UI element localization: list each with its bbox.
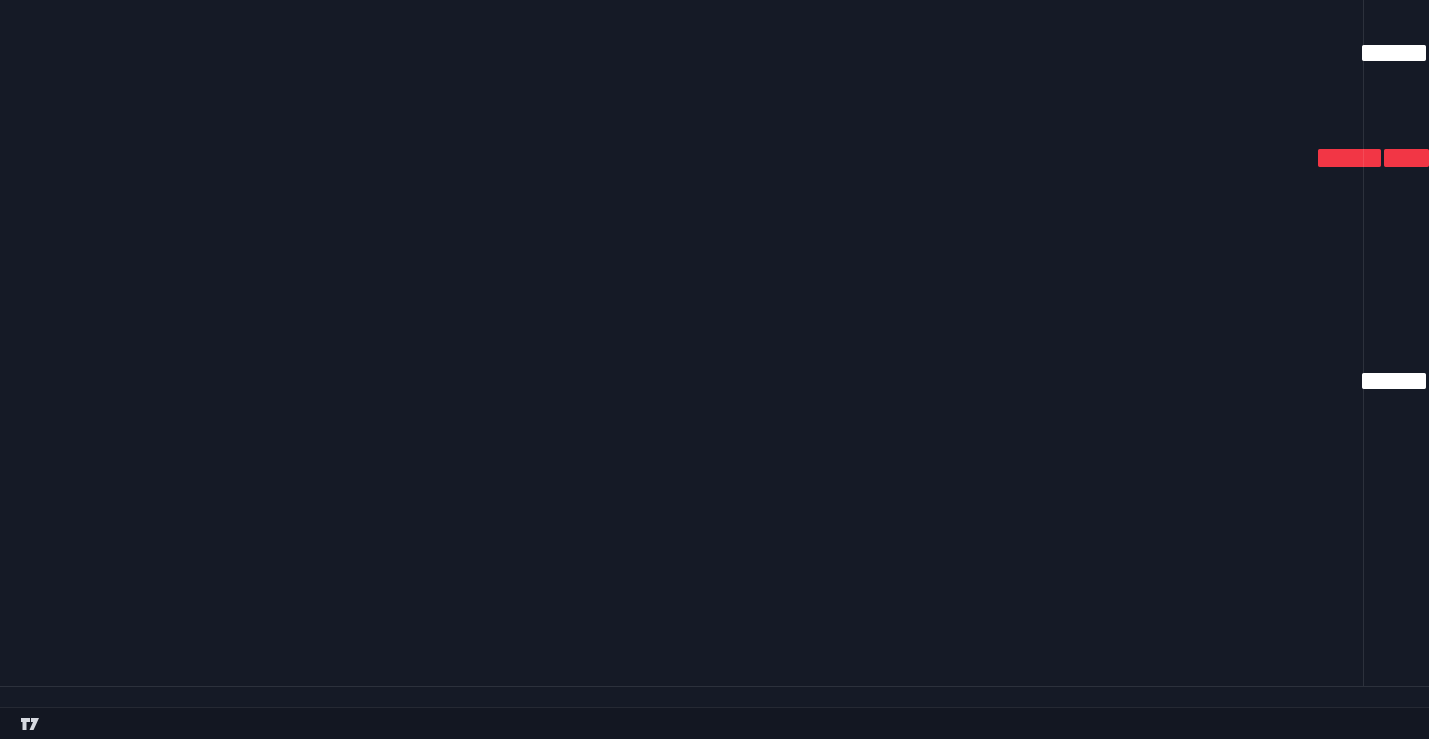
time-axis-separator bbox=[0, 686, 1429, 687]
price-label-2150 bbox=[1362, 45, 1426, 61]
symbol-badge bbox=[1318, 149, 1381, 167]
last-price-badge bbox=[1384, 149, 1429, 167]
price-axis-separator bbox=[1363, 0, 1364, 686]
price-label-1808 bbox=[1362, 373, 1426, 389]
footer-bar bbox=[0, 707, 1429, 739]
chart-canvas[interactable] bbox=[0, 0, 1363, 707]
tradingview-logo-icon[interactable] bbox=[20, 716, 40, 732]
